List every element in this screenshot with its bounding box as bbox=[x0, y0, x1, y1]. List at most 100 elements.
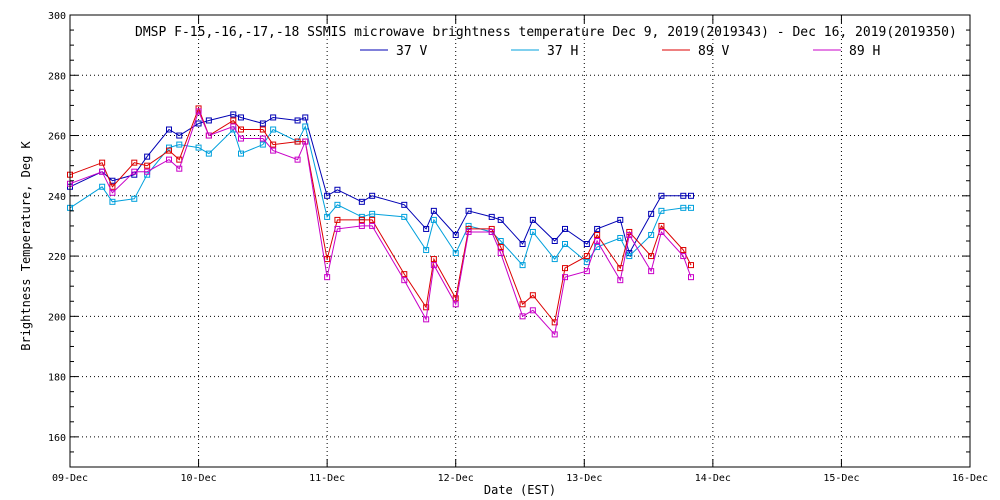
data-point bbox=[680, 192, 687, 199]
data-point bbox=[617, 234, 624, 241]
legend-label: 37 H bbox=[547, 44, 578, 59]
data-point bbox=[688, 262, 694, 269]
data-point bbox=[452, 295, 459, 302]
data-point bbox=[166, 126, 172, 133]
data-point bbox=[369, 216, 376, 223]
data-point bbox=[259, 135, 266, 142]
x-axis-label: Date (EST) bbox=[484, 483, 556, 497]
y-tick-label: 160 bbox=[48, 433, 66, 444]
data-point bbox=[626, 231, 633, 238]
data-point bbox=[230, 117, 237, 124]
data-point bbox=[131, 159, 138, 166]
x-tick-label: 13-Dec bbox=[566, 473, 602, 484]
data-point bbox=[648, 210, 655, 217]
y-tick-label: 220 bbox=[48, 252, 66, 263]
data-point bbox=[238, 126, 244, 133]
data-point bbox=[230, 111, 237, 118]
data-point bbox=[369, 192, 376, 199]
legend-label: 89 V bbox=[698, 44, 729, 59]
data-point bbox=[583, 268, 590, 275]
data-point bbox=[176, 156, 183, 163]
y-tick-label: 200 bbox=[48, 312, 66, 323]
data-point bbox=[562, 274, 568, 281]
data-point bbox=[144, 168, 151, 175]
data-point bbox=[488, 225, 495, 232]
series-line bbox=[69, 109, 692, 336]
chart-title: DMSP F-15,-16,-17,-18 SSMIS microwave br… bbox=[135, 25, 957, 40]
data-point bbox=[259, 141, 266, 148]
data-point bbox=[401, 201, 408, 208]
data-point bbox=[430, 216, 437, 223]
data-point bbox=[334, 186, 341, 193]
y-tick-label: 280 bbox=[48, 71, 66, 82]
data-point bbox=[334, 225, 341, 232]
data-point bbox=[294, 138, 301, 145]
data-point bbox=[230, 123, 237, 130]
x-tick-label: 12-Dec bbox=[438, 473, 474, 484]
data-point bbox=[270, 114, 277, 121]
data-point bbox=[529, 307, 536, 314]
data-point bbox=[583, 253, 590, 260]
data-point bbox=[465, 207, 472, 214]
grid bbox=[70, 15, 970, 467]
data-point bbox=[551, 331, 558, 338]
data-point bbox=[238, 150, 244, 157]
data-point bbox=[452, 250, 459, 257]
data-point bbox=[562, 241, 568, 248]
x-tick-label: 16-Dec bbox=[952, 473, 988, 484]
data-point bbox=[529, 216, 536, 223]
data-point bbox=[519, 313, 526, 320]
data-point bbox=[658, 207, 665, 214]
data-point bbox=[519, 301, 526, 308]
y-tick-label: 300 bbox=[48, 11, 66, 22]
data-point bbox=[176, 165, 183, 172]
data-point bbox=[583, 241, 590, 248]
data-point bbox=[423, 316, 430, 323]
data-point bbox=[430, 262, 437, 269]
y-axis-label: Brightness Temperature, Deg K bbox=[19, 140, 33, 350]
data-point bbox=[324, 274, 331, 281]
legend: 37 V 37 H 89 V 89 H bbox=[360, 44, 880, 59]
data-point bbox=[688, 204, 694, 211]
data-point bbox=[465, 228, 472, 235]
data-point bbox=[648, 268, 655, 275]
data-point bbox=[176, 132, 183, 139]
data-point bbox=[688, 274, 694, 281]
data-point bbox=[423, 225, 430, 232]
data-point bbox=[99, 168, 106, 175]
data-point bbox=[205, 117, 212, 124]
data-point bbox=[617, 277, 624, 284]
data-point bbox=[358, 213, 365, 220]
data-point bbox=[688, 192, 694, 199]
data-point bbox=[358, 216, 365, 223]
data-point bbox=[205, 132, 212, 139]
data-point bbox=[369, 210, 376, 217]
data-point bbox=[529, 228, 536, 235]
data-point bbox=[195, 108, 202, 115]
data-point bbox=[238, 135, 244, 142]
data-point bbox=[465, 225, 472, 232]
data-point bbox=[302, 138, 309, 145]
data-point bbox=[302, 114, 309, 121]
data-point bbox=[658, 222, 665, 229]
data-point bbox=[334, 201, 341, 208]
data-point bbox=[144, 171, 151, 178]
data-point bbox=[617, 216, 624, 223]
data-point bbox=[302, 123, 309, 130]
data-point bbox=[423, 304, 430, 311]
data-point bbox=[358, 198, 365, 205]
data-point bbox=[324, 192, 331, 199]
data-point bbox=[680, 204, 687, 211]
data-point bbox=[430, 256, 437, 263]
data-point bbox=[144, 153, 151, 160]
data-point bbox=[497, 216, 504, 223]
y-tick-label: 260 bbox=[48, 132, 66, 143]
data-point bbox=[551, 256, 558, 263]
data-point bbox=[238, 114, 244, 121]
data-point bbox=[195, 120, 202, 127]
y-tick-label: 180 bbox=[48, 373, 66, 384]
data-point bbox=[430, 207, 437, 214]
data-point bbox=[658, 228, 665, 235]
data-point bbox=[401, 213, 408, 220]
